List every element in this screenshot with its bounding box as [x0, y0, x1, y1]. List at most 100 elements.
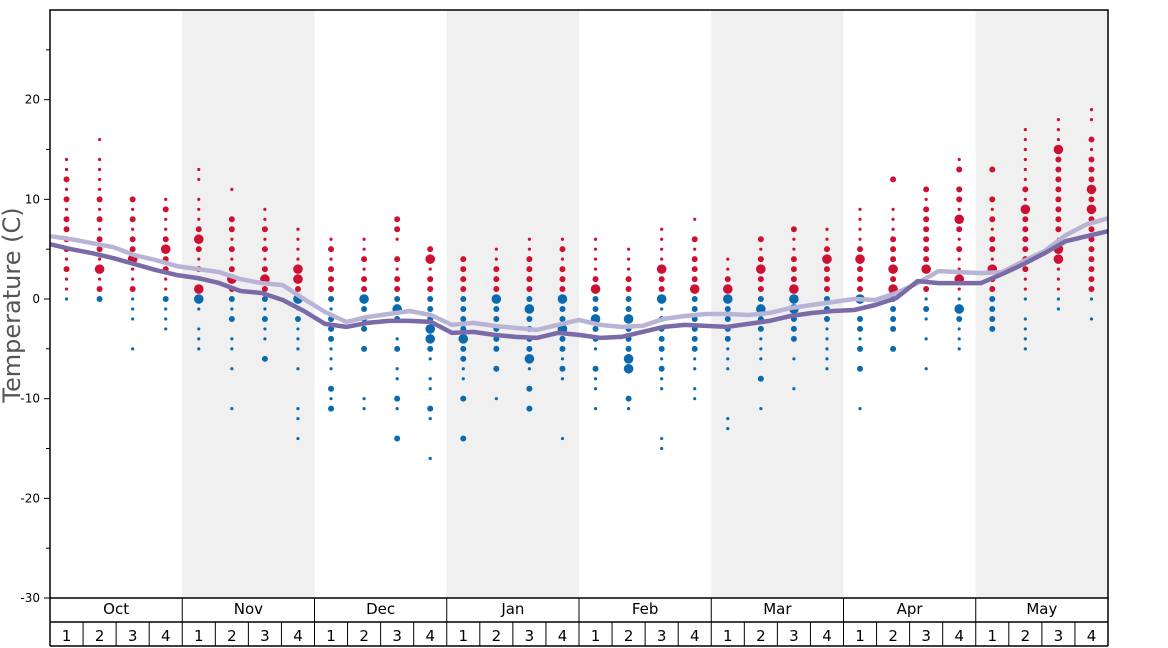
cold-dot — [362, 407, 366, 411]
warm-dot — [825, 237, 829, 241]
week-label: 4 — [161, 627, 171, 645]
warm-dot — [560, 237, 565, 241]
warm-dot — [956, 186, 963, 193]
cold-dot — [296, 436, 300, 441]
warm-dot — [559, 266, 566, 273]
cold-dot — [825, 367, 829, 371]
cold-dot — [526, 405, 533, 412]
warm-dot — [989, 166, 996, 173]
warm-dot — [891, 207, 895, 211]
cold-dot — [294, 315, 301, 322]
warm-dot — [1056, 137, 1061, 142]
warm-dot — [362, 237, 366, 241]
week-label: 1 — [194, 627, 204, 645]
warm-dot — [63, 216, 70, 223]
cold-dot — [458, 334, 469, 344]
cold-dot — [461, 377, 465, 381]
month-label-mar: Mar — [763, 600, 792, 618]
warm-dot — [129, 246, 136, 253]
warm-dot — [823, 286, 830, 293]
warm-dot — [96, 236, 103, 243]
cold-dot — [228, 296, 235, 303]
warm-dot — [328, 246, 335, 253]
cold-dot — [263, 337, 267, 341]
warm-dot — [129, 236, 136, 243]
cold-dot — [460, 355, 467, 362]
cold-dot — [261, 355, 268, 362]
warm-dot — [1023, 197, 1027, 201]
week-label: 1 — [326, 627, 336, 645]
warm-dot — [957, 257, 961, 261]
warm-dot — [362, 247, 366, 251]
cold-dot — [924, 367, 928, 371]
cold-dot — [460, 345, 467, 352]
cold-dot — [857, 325, 864, 332]
warm-dot — [857, 266, 864, 273]
cold-dot — [693, 357, 697, 361]
cold-dot — [197, 327, 201, 331]
warm-dot — [1088, 256, 1095, 263]
warm-dot — [131, 227, 135, 231]
warm-dot — [1055, 166, 1062, 173]
week-label: 1 — [591, 627, 601, 645]
warm-dot — [362, 267, 366, 271]
cold-dot — [560, 377, 565, 381]
cold-dot — [361, 305, 368, 312]
warm-dot — [493, 276, 500, 283]
week-label: 1 — [459, 627, 469, 645]
y-tick-label: 0 — [32, 292, 40, 306]
warm-dot — [394, 256, 401, 263]
cold-dot — [64, 297, 69, 301]
cold-dot — [329, 397, 333, 401]
cold-dot — [858, 337, 862, 341]
warm-dot — [1088, 276, 1095, 283]
cold-dot — [230, 307, 234, 311]
warm-dot — [989, 196, 996, 203]
warm-dot — [96, 286, 103, 293]
warm-dot — [162, 206, 169, 213]
warm-dot — [395, 237, 399, 241]
warm-dot — [857, 286, 864, 293]
warm-dot — [131, 277, 135, 281]
warm-dot — [263, 217, 267, 221]
warm-dot — [923, 206, 930, 213]
warm-dot — [193, 234, 204, 245]
week-label: 3 — [789, 627, 799, 645]
cold-dot — [592, 305, 599, 312]
cold-dot — [328, 385, 335, 392]
cold-dot — [625, 305, 632, 312]
month-band-may — [975, 10, 1108, 598]
cold-dot — [328, 335, 335, 342]
warm-dot — [261, 266, 268, 273]
warm-dot — [658, 276, 665, 283]
cold-dot — [395, 337, 399, 341]
cold-dot — [460, 305, 467, 312]
warm-dot — [1088, 176, 1095, 183]
warm-dot — [626, 267, 631, 271]
month-label-nov: Nov — [234, 600, 263, 618]
warm-dot — [891, 217, 895, 221]
warm-dot — [261, 286, 268, 293]
cold-dot — [623, 314, 634, 324]
warm-dot — [626, 257, 631, 261]
warm-dot — [593, 247, 598, 251]
cold-dot — [560, 436, 565, 441]
cold-dot — [660, 357, 664, 361]
cold-dot — [724, 315, 731, 322]
warm-dot — [888, 264, 898, 274]
warm-dot — [131, 207, 135, 211]
cold-dot — [425, 324, 436, 334]
month-label-may: May — [1026, 600, 1057, 618]
warm-dot — [757, 236, 764, 243]
warm-dot — [230, 237, 234, 241]
cold-dot — [559, 345, 566, 352]
warm-dot — [296, 227, 300, 231]
week-label: 4 — [558, 627, 568, 645]
warm-dot — [989, 286, 996, 293]
warm-dot — [890, 256, 897, 263]
cold-dot — [759, 337, 763, 341]
warm-dot — [427, 276, 434, 283]
warm-dot — [923, 186, 930, 193]
cold-dot — [261, 296, 268, 303]
warm-dot — [790, 226, 797, 233]
